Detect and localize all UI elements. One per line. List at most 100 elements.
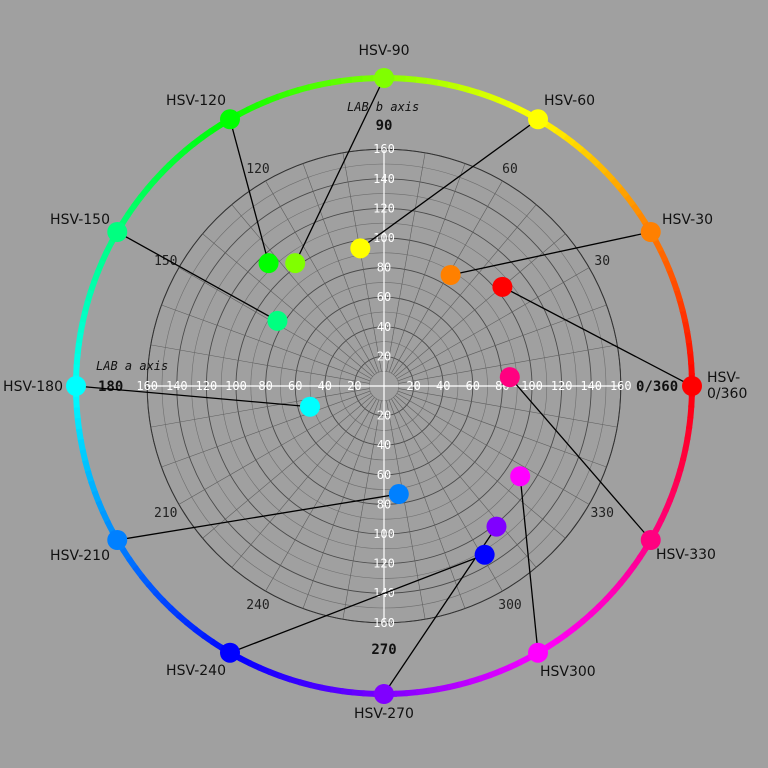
a-axis-tick-label: 140	[166, 379, 188, 393]
hue-label: HSV-240	[166, 663, 226, 679]
b-axis-tick-label: 40	[377, 320, 391, 334]
grid-spoke	[398, 388, 618, 428]
connector-lines	[75, 77, 693, 695]
connector-line	[117, 493, 399, 541]
grid-spoke	[231, 204, 375, 375]
lab-point	[499, 367, 520, 388]
b-axis-tick-label: 160	[373, 616, 395, 630]
a-axis-tick-label: 140	[580, 379, 602, 393]
hue-label: HSV-90	[358, 43, 409, 59]
hue-ring-dot	[640, 530, 661, 550]
grid-spoke	[178, 393, 372, 505]
b-axis-tick-label: 40	[377, 438, 391, 452]
lab-point	[510, 466, 531, 487]
angle-label: 120	[246, 162, 269, 177]
hue-label: HSV-270	[354, 706, 414, 722]
b-axis-tick-label: 160	[373, 142, 395, 156]
b-axis-tick-label: 120	[373, 201, 395, 215]
grid-spoke	[397, 304, 607, 382]
connector-line	[229, 554, 485, 654]
axis-tick-labels: 160 140 120 100 80 60 40 20 20 40 60 80 100 120 140 160…	[136, 142, 631, 630]
grid-spoke	[150, 344, 370, 384]
lab-axes	[147, 149, 621, 623]
hue-ring-dot	[528, 642, 548, 663]
a-axis-tick-label: 100	[521, 379, 543, 393]
angle-label: 330	[590, 506, 613, 521]
angle-label: 270	[371, 642, 396, 658]
a-axis-tick-label: 40	[436, 379, 450, 393]
grid-spoke	[388, 163, 466, 373]
a-axis-tick-label: 20	[347, 379, 361, 393]
grid-spoke	[395, 233, 566, 377]
lab-b-axis-title: LAB b axis	[347, 100, 419, 114]
b-axis-tick-label: 20	[377, 349, 391, 363]
grid-spoke	[398, 344, 618, 384]
connector-line	[75, 385, 311, 408]
a-axis-tick-label: 60	[288, 379, 302, 393]
grid-spoke	[396, 267, 590, 379]
connector-line	[229, 119, 270, 264]
lab-point	[300, 396, 320, 417]
a-axis-tick-label: 80	[258, 379, 272, 393]
grid-spoke	[393, 204, 537, 375]
grid-spoke	[397, 390, 607, 468]
lab-point	[285, 253, 306, 274]
grid-spoke	[395, 395, 566, 539]
hue-ring-dot	[528, 109, 548, 130]
hue-ring-dot	[66, 376, 86, 396]
grid-spoke	[388, 399, 466, 609]
grid-spoke	[393, 397, 537, 568]
hue-ring-dot	[220, 109, 240, 130]
a-axis-tick-label: 40	[318, 379, 332, 393]
connector-line	[519, 476, 539, 653]
grid-spoke	[396, 393, 590, 505]
grid-spoke	[342, 400, 382, 620]
b-axis-tick-label: 20	[377, 409, 391, 423]
lab-points	[258, 238, 531, 565]
connector-line	[502, 286, 693, 387]
hue-ring-dot	[220, 642, 240, 663]
b-axis-tick-label: 60	[377, 290, 391, 304]
hue-label: HSV-330	[656, 547, 716, 563]
connector-line	[116, 231, 278, 322]
grid-spoke	[231, 397, 375, 568]
lab-point	[486, 516, 507, 537]
a-axis-tick-label: 160	[136, 379, 158, 393]
hue-ring-dot	[107, 530, 128, 550]
lab-point	[267, 310, 288, 331]
hue-label: HSV-30	[662, 212, 713, 228]
lab-point	[474, 544, 495, 565]
b-axis-tick-label: 100	[373, 231, 395, 245]
angle-label: 300	[498, 598, 521, 613]
hue-label: HSV-120	[166, 93, 226, 109]
angle-label: 60	[502, 162, 518, 177]
grid-spoke	[342, 152, 382, 372]
grid-spoke	[161, 390, 371, 468]
b-axis-tick-label: 80	[377, 497, 391, 511]
grid-spoke	[265, 180, 377, 374]
grid-spoke	[302, 163, 380, 373]
grid-spoke	[386, 400, 426, 620]
hue-ring-dot	[682, 376, 702, 396]
hue-ring-dots	[66, 68, 702, 704]
grid-spoke	[202, 233, 373, 377]
angle-label: 240	[246, 598, 269, 613]
lab-point	[350, 238, 371, 259]
lab-a-axis-title: LAB a axis	[96, 359, 168, 373]
grid-spoke	[202, 395, 373, 539]
hue-label: HSV-180	[3, 379, 63, 395]
grid-spoke	[302, 399, 380, 609]
grid-spoke	[161, 304, 371, 382]
hue-ring-dot	[374, 68, 394, 88]
lab-point	[258, 253, 279, 274]
angle-labels: 0/360 30 60 90 120 150 180 210 240 270 300 330	[98, 118, 678, 658]
angle-label: 210	[154, 506, 177, 521]
hue-ring-dot	[107, 222, 128, 242]
hue-label: HSV-150	[50, 212, 110, 228]
a-axis-tick-label: 120	[196, 379, 218, 393]
connector-line	[450, 231, 651, 276]
a-axis-tick-label: 100	[225, 379, 247, 393]
angle-label: 0/360	[636, 379, 678, 395]
b-axis-tick-label: 140	[373, 172, 395, 186]
